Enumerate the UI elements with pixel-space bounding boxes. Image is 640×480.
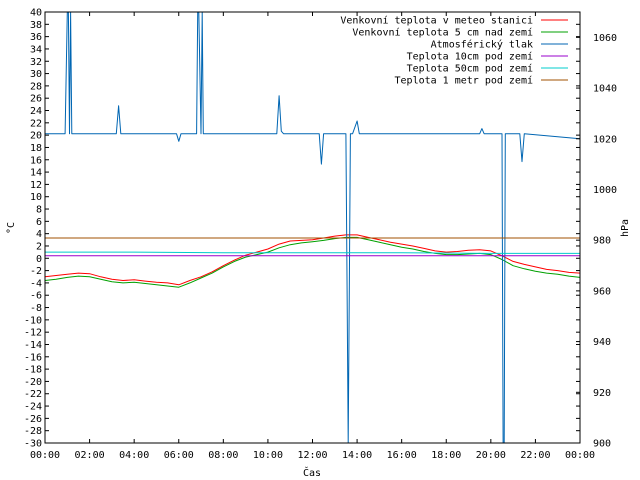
y-tick-label: -8 [30,303,42,314]
legend-label: Atmosférický tlak [431,39,533,51]
y-tick-label: 16 [30,155,42,166]
y-tick-label: 18 [30,143,42,154]
y-tick-layer: 4038363432302826242220181614121086420-2-… [24,8,580,450]
y-tick-label: 38 [30,20,42,31]
y2-tick-label: 940 [593,337,611,348]
y2-tick-label: 920 [593,388,611,399]
y-tick-label: 34 [30,44,42,55]
legend-label: Teplota 1 metr pod zemí [395,75,533,87]
x-axis-label: Čas [303,466,321,479]
series-line-4 [45,251,580,254]
legend: Venkovní teplota v meteo staniciVenkovní… [340,15,568,87]
y-tick-label: 26 [30,94,42,105]
y-tick-label: 8 [36,205,42,216]
y-tick-label: -2 [30,266,42,277]
y2-tick-label: 1060 [593,33,617,44]
y-tick-label: 2 [36,241,42,252]
y-tick-label: -18 [24,365,42,376]
legend-label: Teplota 50cm pod zemí [407,63,533,75]
y-tick-label: 4 [36,229,42,240]
x-tick-label: 02:00 [75,450,105,461]
y-tick-label: -4 [30,278,42,289]
x-tick-label: 20:00 [476,450,506,461]
y-tick-label: 28 [30,81,42,92]
x-tick-layer: 00:00 02:00 04:00 06:00 08:00 10:00 12:00 14:00… [30,12,595,461]
y2-tick-label: 960 [593,286,611,297]
series-line-0 [44,234,581,286]
y-tick-label: 36 [30,32,42,43]
y-tick-label: 24 [30,106,42,117]
x-tick-label: 12:00 [297,450,327,461]
y-axis-label: °C [6,222,17,234]
y2-axis-label: hPa [620,219,631,237]
x-tick-label: 00:00 [30,450,60,461]
y-tick-label: 0 [36,254,42,265]
y-tick-label: 32 [30,57,42,68]
y-tick-label: -20 [24,377,42,388]
y-tick-label: 20 [30,131,42,142]
y2-tick-layer: 1060 1040 1020 1000 980 960 940 920 900 [576,33,617,450]
x-tick-label: 08:00 [208,450,238,461]
y-tick-label: 22 [30,118,42,129]
y2-tick-label: 1000 [593,185,617,196]
y-tick-label: -16 [24,352,42,363]
x-tick-label: 18:00 [431,450,461,461]
y-tick-label: -22 [24,389,42,400]
y-tick-label: 6 [36,217,42,228]
y-tick-label: 12 [30,180,42,191]
x-tick-label: 14:00 [342,450,372,461]
y2-tick-label: 1040 [593,84,617,95]
y-tick-label: 14 [30,168,42,179]
legend-label: Venkovní teplota v meteo stanici [340,15,533,27]
x-tick-label: 22:00 [520,450,550,461]
series-line-1 [44,236,581,288]
y-tick-label: -26 [24,414,42,425]
y2-tick-label: 1020 [593,134,617,145]
y2-tick-label: 900 [593,439,611,450]
y-tick-label: -14 [24,340,42,351]
y-tick-label: -12 [24,328,42,339]
x-tick-label: 00:00 [565,450,595,461]
y-tick-label: -10 [24,315,42,326]
x-tick-label: 06:00 [164,450,194,461]
y-tick-label: -6 [30,291,42,302]
y2-tick-label: 980 [593,236,611,247]
x-tick-label: 10:00 [253,450,283,461]
y-tick-label: 40 [30,8,42,19]
y-tick-label: -28 [24,426,42,437]
legend-label: Venkovní teplota 5 cm nad zemí [352,27,533,39]
y-tick-label: 10 [30,192,42,203]
x-tick-label: 16:00 [387,450,417,461]
x-tick-label: 04:00 [119,450,149,461]
legend-label: Teplota 10cm pod zemí [407,51,533,63]
y-tick-label: -30 [24,439,42,450]
y-tick-label: -24 [24,402,42,413]
series-layer [44,11,581,444]
y-tick-label: 30 [30,69,42,80]
series-line-2 [45,11,581,444]
